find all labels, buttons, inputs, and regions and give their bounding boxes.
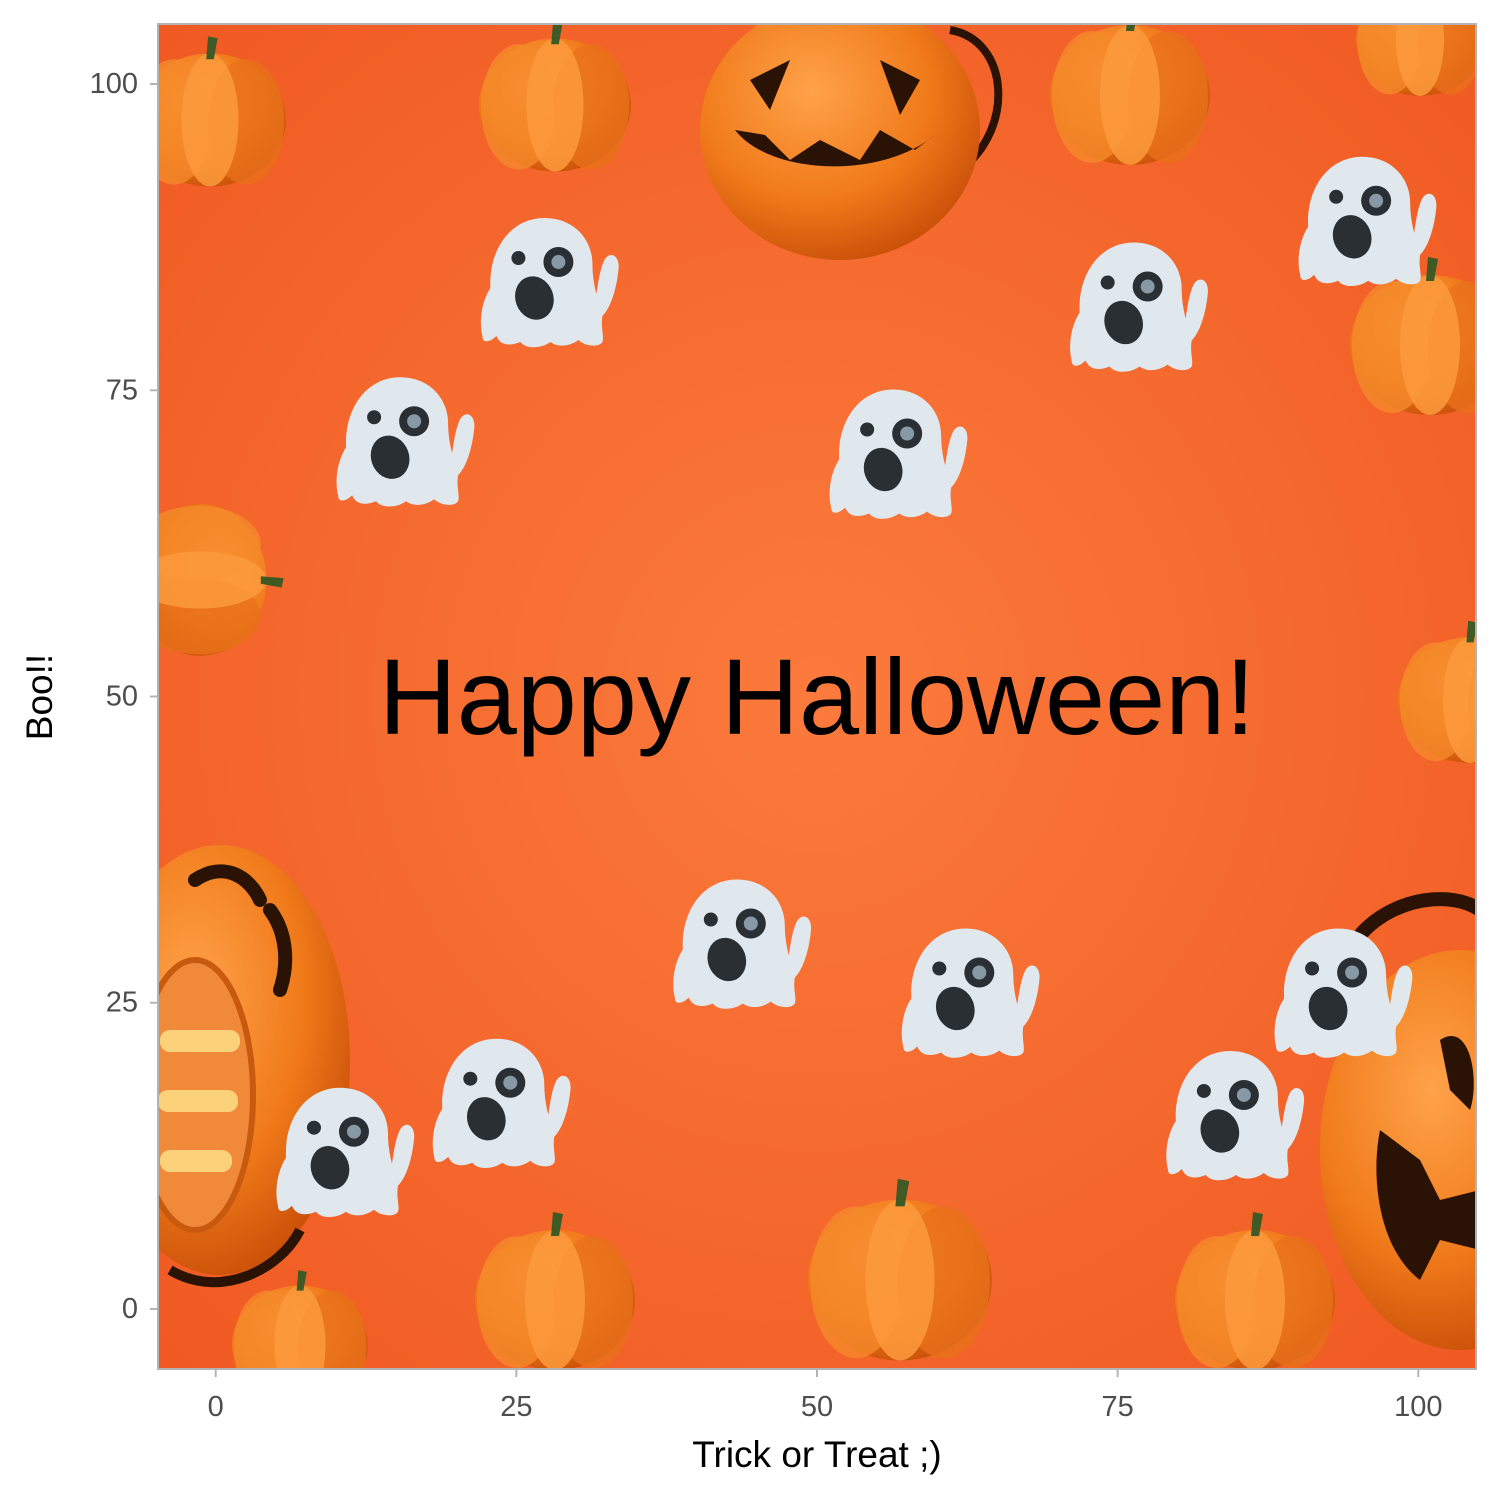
x-tick-label: 100 xyxy=(1394,1391,1442,1423)
y-tick-label: 100 xyxy=(90,68,138,100)
x-axis: 0 25 50 75 100 xyxy=(208,1369,1442,1423)
y-axis: 0 25 50 75 100 xyxy=(90,68,158,1325)
y-tick-label: 25 xyxy=(106,987,138,1019)
y-axis-title: Boo!! xyxy=(19,654,60,740)
y-tick-label: 50 xyxy=(106,681,138,713)
x-tick-label: 0 xyxy=(208,1391,224,1423)
y-tick-label: 75 xyxy=(106,374,138,406)
jack-o-lantern-top xyxy=(700,24,1003,260)
y-tick-label: 0 xyxy=(122,1293,138,1325)
pumpkin-decoration xyxy=(1356,24,1476,96)
chart-annotation: Happy Halloween! xyxy=(379,636,1256,757)
x-tick-label: 25 xyxy=(500,1391,532,1423)
x-axis-title: Trick or Treat ;) xyxy=(692,1434,941,1475)
x-tick-label: 75 xyxy=(1102,1391,1134,1423)
x-tick-label: 50 xyxy=(801,1391,833,1423)
